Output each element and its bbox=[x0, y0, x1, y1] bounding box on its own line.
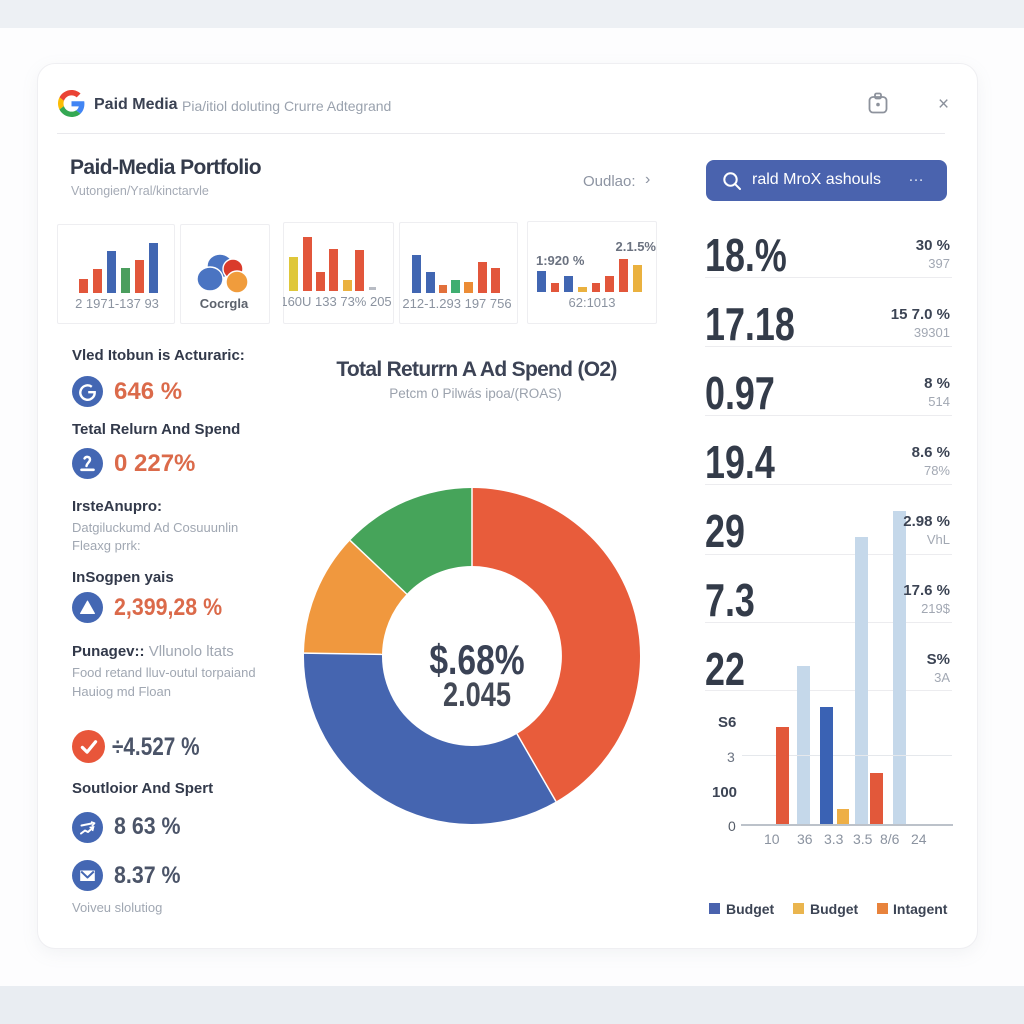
svg-text:160U 133 73% 205: 160U 133 73% 205 bbox=[283, 294, 392, 309]
svg-text:1:920 %: 1:920 % bbox=[536, 253, 585, 268]
svg-text:2.1.5%: 2.1.5% bbox=[616, 239, 657, 254]
svg-text:2 1971-137 93: 2 1971-137 93 bbox=[75, 296, 159, 311]
svg-text:62:1013: 62:1013 bbox=[569, 295, 616, 310]
svg-text:Cocrgla: Cocrgla bbox=[200, 296, 249, 311]
svg-text:212-1.293 197 756: 212-1.293 197 756 bbox=[402, 296, 511, 311]
